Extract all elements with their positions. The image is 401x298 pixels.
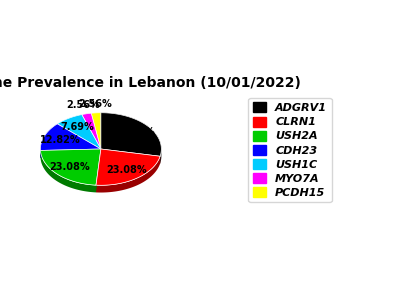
Polygon shape [82, 113, 101, 149]
Polygon shape [41, 149, 101, 185]
Text: 12.82%: 12.82% [40, 135, 81, 145]
Polygon shape [91, 113, 101, 149]
Polygon shape [101, 113, 161, 156]
Polygon shape [101, 149, 160, 164]
Polygon shape [101, 113, 161, 156]
Text: 28.21%: 28.21% [114, 128, 155, 137]
Polygon shape [160, 149, 161, 164]
Polygon shape [41, 150, 96, 193]
Title: USHER Gene Prevalence in Lebanon (10/01/2022): USHER Gene Prevalence in Lebanon (10/01/… [0, 75, 300, 89]
Polygon shape [41, 124, 101, 150]
Text: 2.56%: 2.56% [66, 100, 100, 110]
Polygon shape [96, 149, 160, 185]
Text: 23.08%: 23.08% [107, 165, 147, 175]
Polygon shape [82, 113, 101, 149]
Text: 2.56%: 2.56% [78, 99, 112, 109]
Polygon shape [96, 149, 160, 185]
Legend: ADGRV1, CLRN1, USH2A, CDH23, USH1C, MYO7A, PCDH15: ADGRV1, CLRN1, USH2A, CDH23, USH1C, MYO7… [249, 98, 332, 202]
Polygon shape [96, 149, 101, 193]
Polygon shape [41, 149, 101, 185]
Polygon shape [57, 115, 101, 149]
Text: 23.08%: 23.08% [49, 162, 90, 172]
Polygon shape [41, 149, 101, 158]
Polygon shape [96, 156, 160, 193]
Polygon shape [91, 113, 101, 149]
Polygon shape [41, 149, 101, 158]
Polygon shape [41, 124, 101, 150]
Polygon shape [57, 115, 101, 149]
Polygon shape [96, 149, 101, 193]
Text: 7.69%: 7.69% [61, 122, 95, 132]
Polygon shape [101, 149, 160, 164]
